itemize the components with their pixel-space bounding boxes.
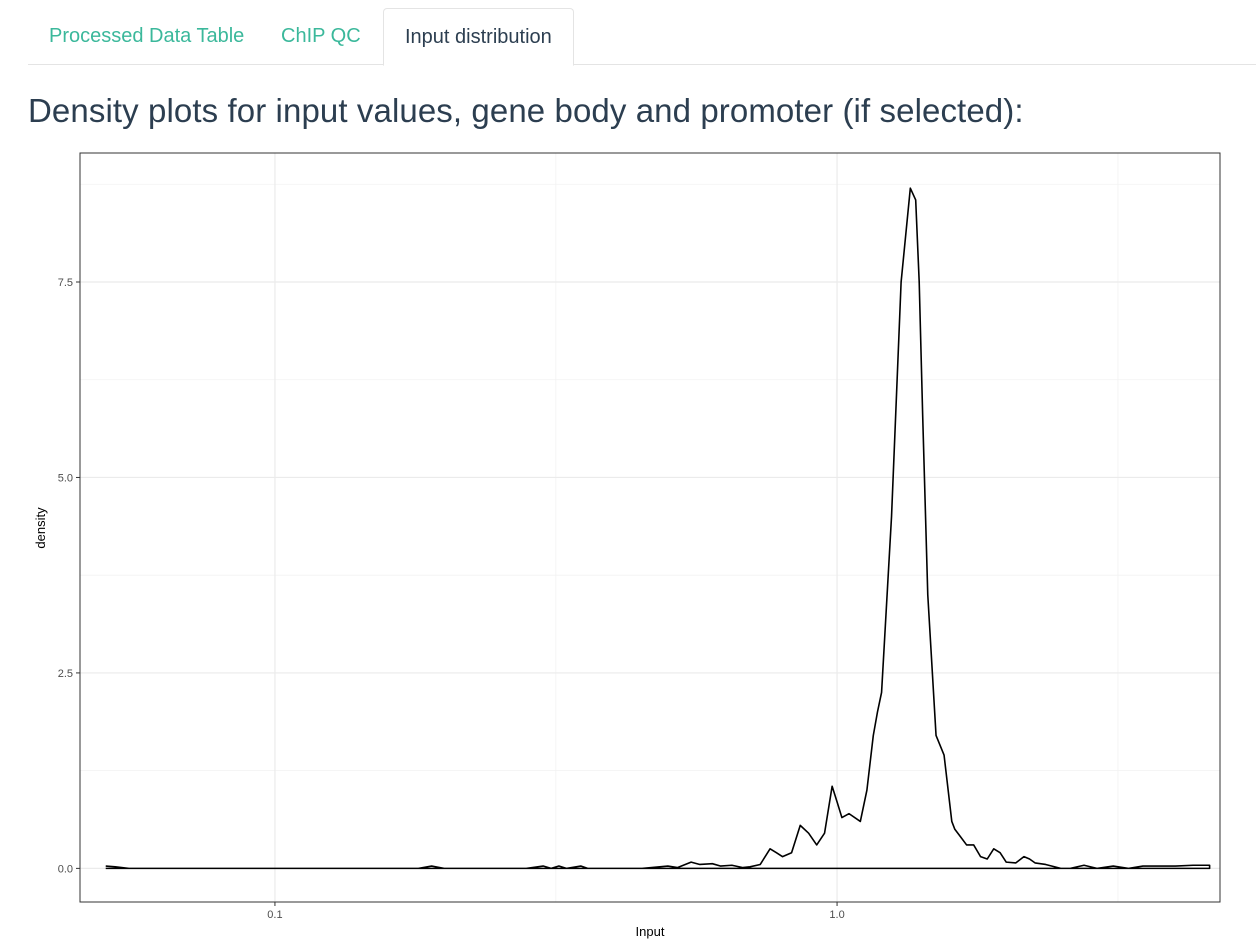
y-tick-label: 2.5 — [58, 668, 73, 680]
axis-layer: 0.0 2.5 5.0 7.5 0.1 1.0 — [58, 277, 845, 921]
y-tick-label: 5.0 — [58, 472, 73, 484]
x-tick-label: 1.0 — [829, 909, 844, 921]
y-tick-label: 0.0 — [58, 863, 73, 875]
tab-chip-qc[interactable]: ChIP QC — [281, 25, 361, 47]
y-tick-label: 7.5 — [58, 277, 73, 289]
y-axis-title: density — [33, 507, 48, 549]
x-tick-label: 0.1 — [267, 909, 282, 921]
grid-layer — [80, 153, 1220, 902]
density-plot: 0.0 2.5 5.0 7.5 0.1 1.0 Input density — [33, 152, 1221, 939]
tab-processed-data-table[interactable]: Processed Data Table — [49, 25, 245, 47]
tab-bar: Processed Data Table ChIP QC Input distr… — [28, 8, 1256, 66]
panel-border — [79, 152, 1221, 903]
page-title: Density plots for input values, gene bod… — [28, 92, 1024, 129]
tab-input-distribution[interactable]: Input distribution — [383, 8, 574, 66]
density-line — [105, 187, 1211, 870]
x-axis-title: Input — [636, 924, 665, 939]
